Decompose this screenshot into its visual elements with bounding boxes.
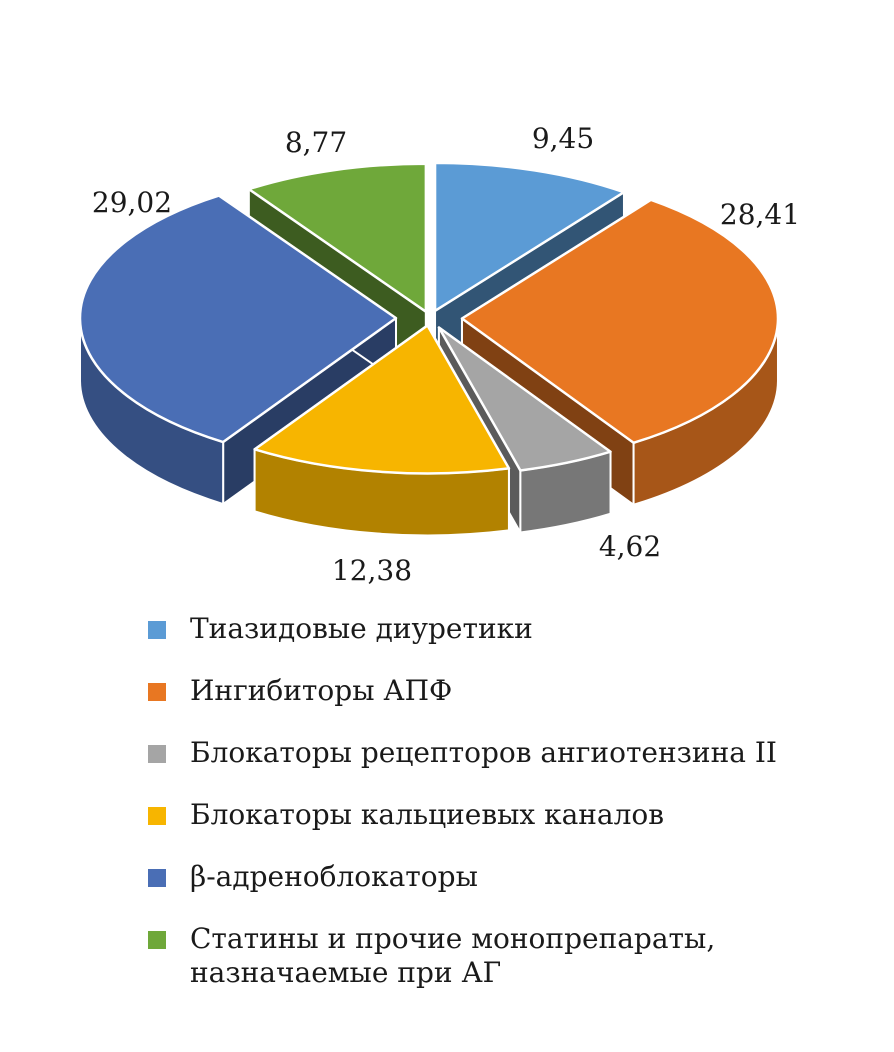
legend-swatch xyxy=(148,621,166,639)
legend-swatch xyxy=(148,683,166,701)
legend-label: Блокаторы рецепторов ангиотензина II xyxy=(190,736,777,769)
legend-label: β-адреноблокаторы xyxy=(190,860,478,893)
legend-swatch xyxy=(148,745,166,763)
legend-swatch xyxy=(148,807,166,825)
pie-slice-arb xyxy=(437,326,612,472)
data-label-statins: 8,77 xyxy=(285,126,347,159)
legend-item-beta: β-адреноблокаторы xyxy=(148,860,777,894)
data-label-arb: 4,62 xyxy=(599,530,661,563)
data-label-ccb: 12,38 xyxy=(332,554,412,587)
data-label-thiazide: 9,45 xyxy=(532,122,594,155)
legend: Тиазидовые диуретики Ингибиторы АПФ Блок… xyxy=(148,612,777,1018)
legend-swatch xyxy=(148,931,166,949)
pie-tops xyxy=(78,161,780,475)
legend-label: Блокаторы кальциевых каналов xyxy=(190,798,665,831)
legend-item-ace: Ингибиторы АПФ xyxy=(148,674,777,708)
pie-slice-beta xyxy=(78,194,398,444)
legend-label: Ингибиторы АПФ xyxy=(190,674,453,707)
legend-item-arb: Блокаторы рецепторов ангиотензина II xyxy=(148,736,777,770)
legend-label: Тиазидовые диуретики xyxy=(190,612,533,645)
pie-slice-ccb xyxy=(253,324,511,475)
pie-labels: 9,45 28,41 4,62 12,38 29,02 8,77 xyxy=(92,122,800,587)
legend-item-ccb: Блокаторы кальциевых каналов xyxy=(148,798,777,832)
pie-slice-ace xyxy=(460,198,780,445)
legend-swatch xyxy=(148,869,166,887)
data-label-ace: 28,41 xyxy=(720,198,800,231)
pie-slice-statins xyxy=(247,162,428,313)
pie-slice-thiazide xyxy=(433,161,626,313)
legend-item-statins: Статины и прочие монопрепараты, назначае… xyxy=(148,922,777,990)
pie-chart: 9,45 28,41 4,62 12,38 29,02 8,77 xyxy=(78,122,800,587)
legend-item-thiazide: Тиазидовые диуретики xyxy=(148,612,777,646)
data-label-beta: 29,02 xyxy=(92,186,172,219)
legend-label: Статины и прочие монопрепараты, назначае… xyxy=(190,922,716,989)
